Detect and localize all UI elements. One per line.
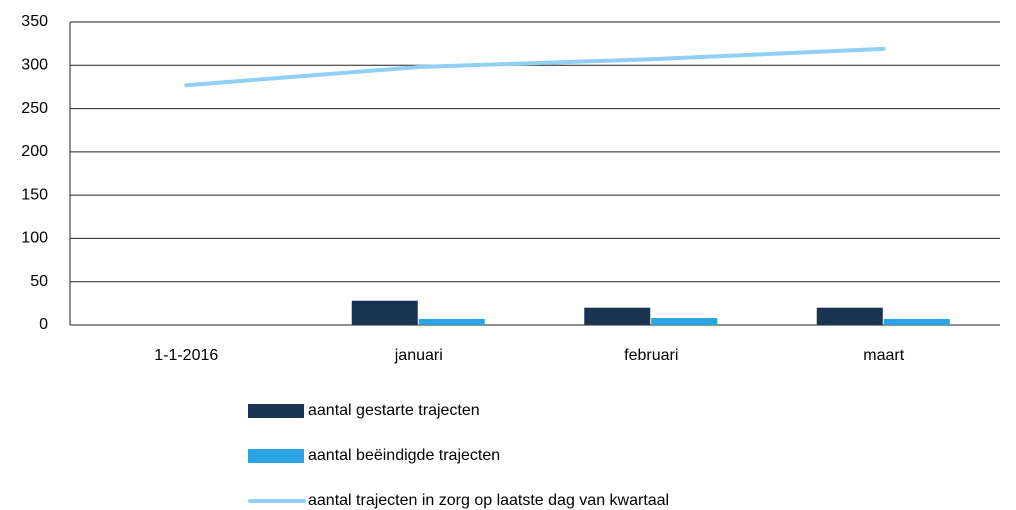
y-tick-label: 100 bbox=[21, 230, 48, 247]
bar bbox=[816, 307, 883, 325]
y-tick-label: 200 bbox=[21, 143, 48, 160]
legend-label: aantal gestarte trajecten bbox=[308, 402, 480, 419]
bar bbox=[351, 300, 418, 325]
y-tick-label: 0 bbox=[39, 316, 48, 333]
bar bbox=[883, 318, 950, 325]
legend-swatch bbox=[248, 404, 304, 418]
bar bbox=[584, 307, 651, 325]
bar bbox=[418, 318, 485, 325]
x-tick-label: januari bbox=[394, 347, 443, 364]
y-tick-label: 350 bbox=[21, 13, 48, 30]
bar bbox=[651, 318, 718, 325]
legend-label: aantal trajecten in zorg op laatste dag … bbox=[308, 492, 669, 509]
legend-label: aantal beëindigde trajecten bbox=[308, 447, 500, 464]
y-tick-label: 300 bbox=[21, 57, 48, 74]
y-tick-label: 150 bbox=[21, 186, 48, 203]
line bbox=[184, 46, 886, 88]
x-tick-label: 1-1-2016 bbox=[154, 347, 218, 364]
y-tick-label: 50 bbox=[30, 273, 48, 290]
x-tick-label: maart bbox=[863, 347, 904, 364]
x-tick-label: februari bbox=[624, 347, 678, 364]
y-tick-label: 250 bbox=[21, 100, 48, 117]
legend-swatch bbox=[248, 449, 304, 463]
